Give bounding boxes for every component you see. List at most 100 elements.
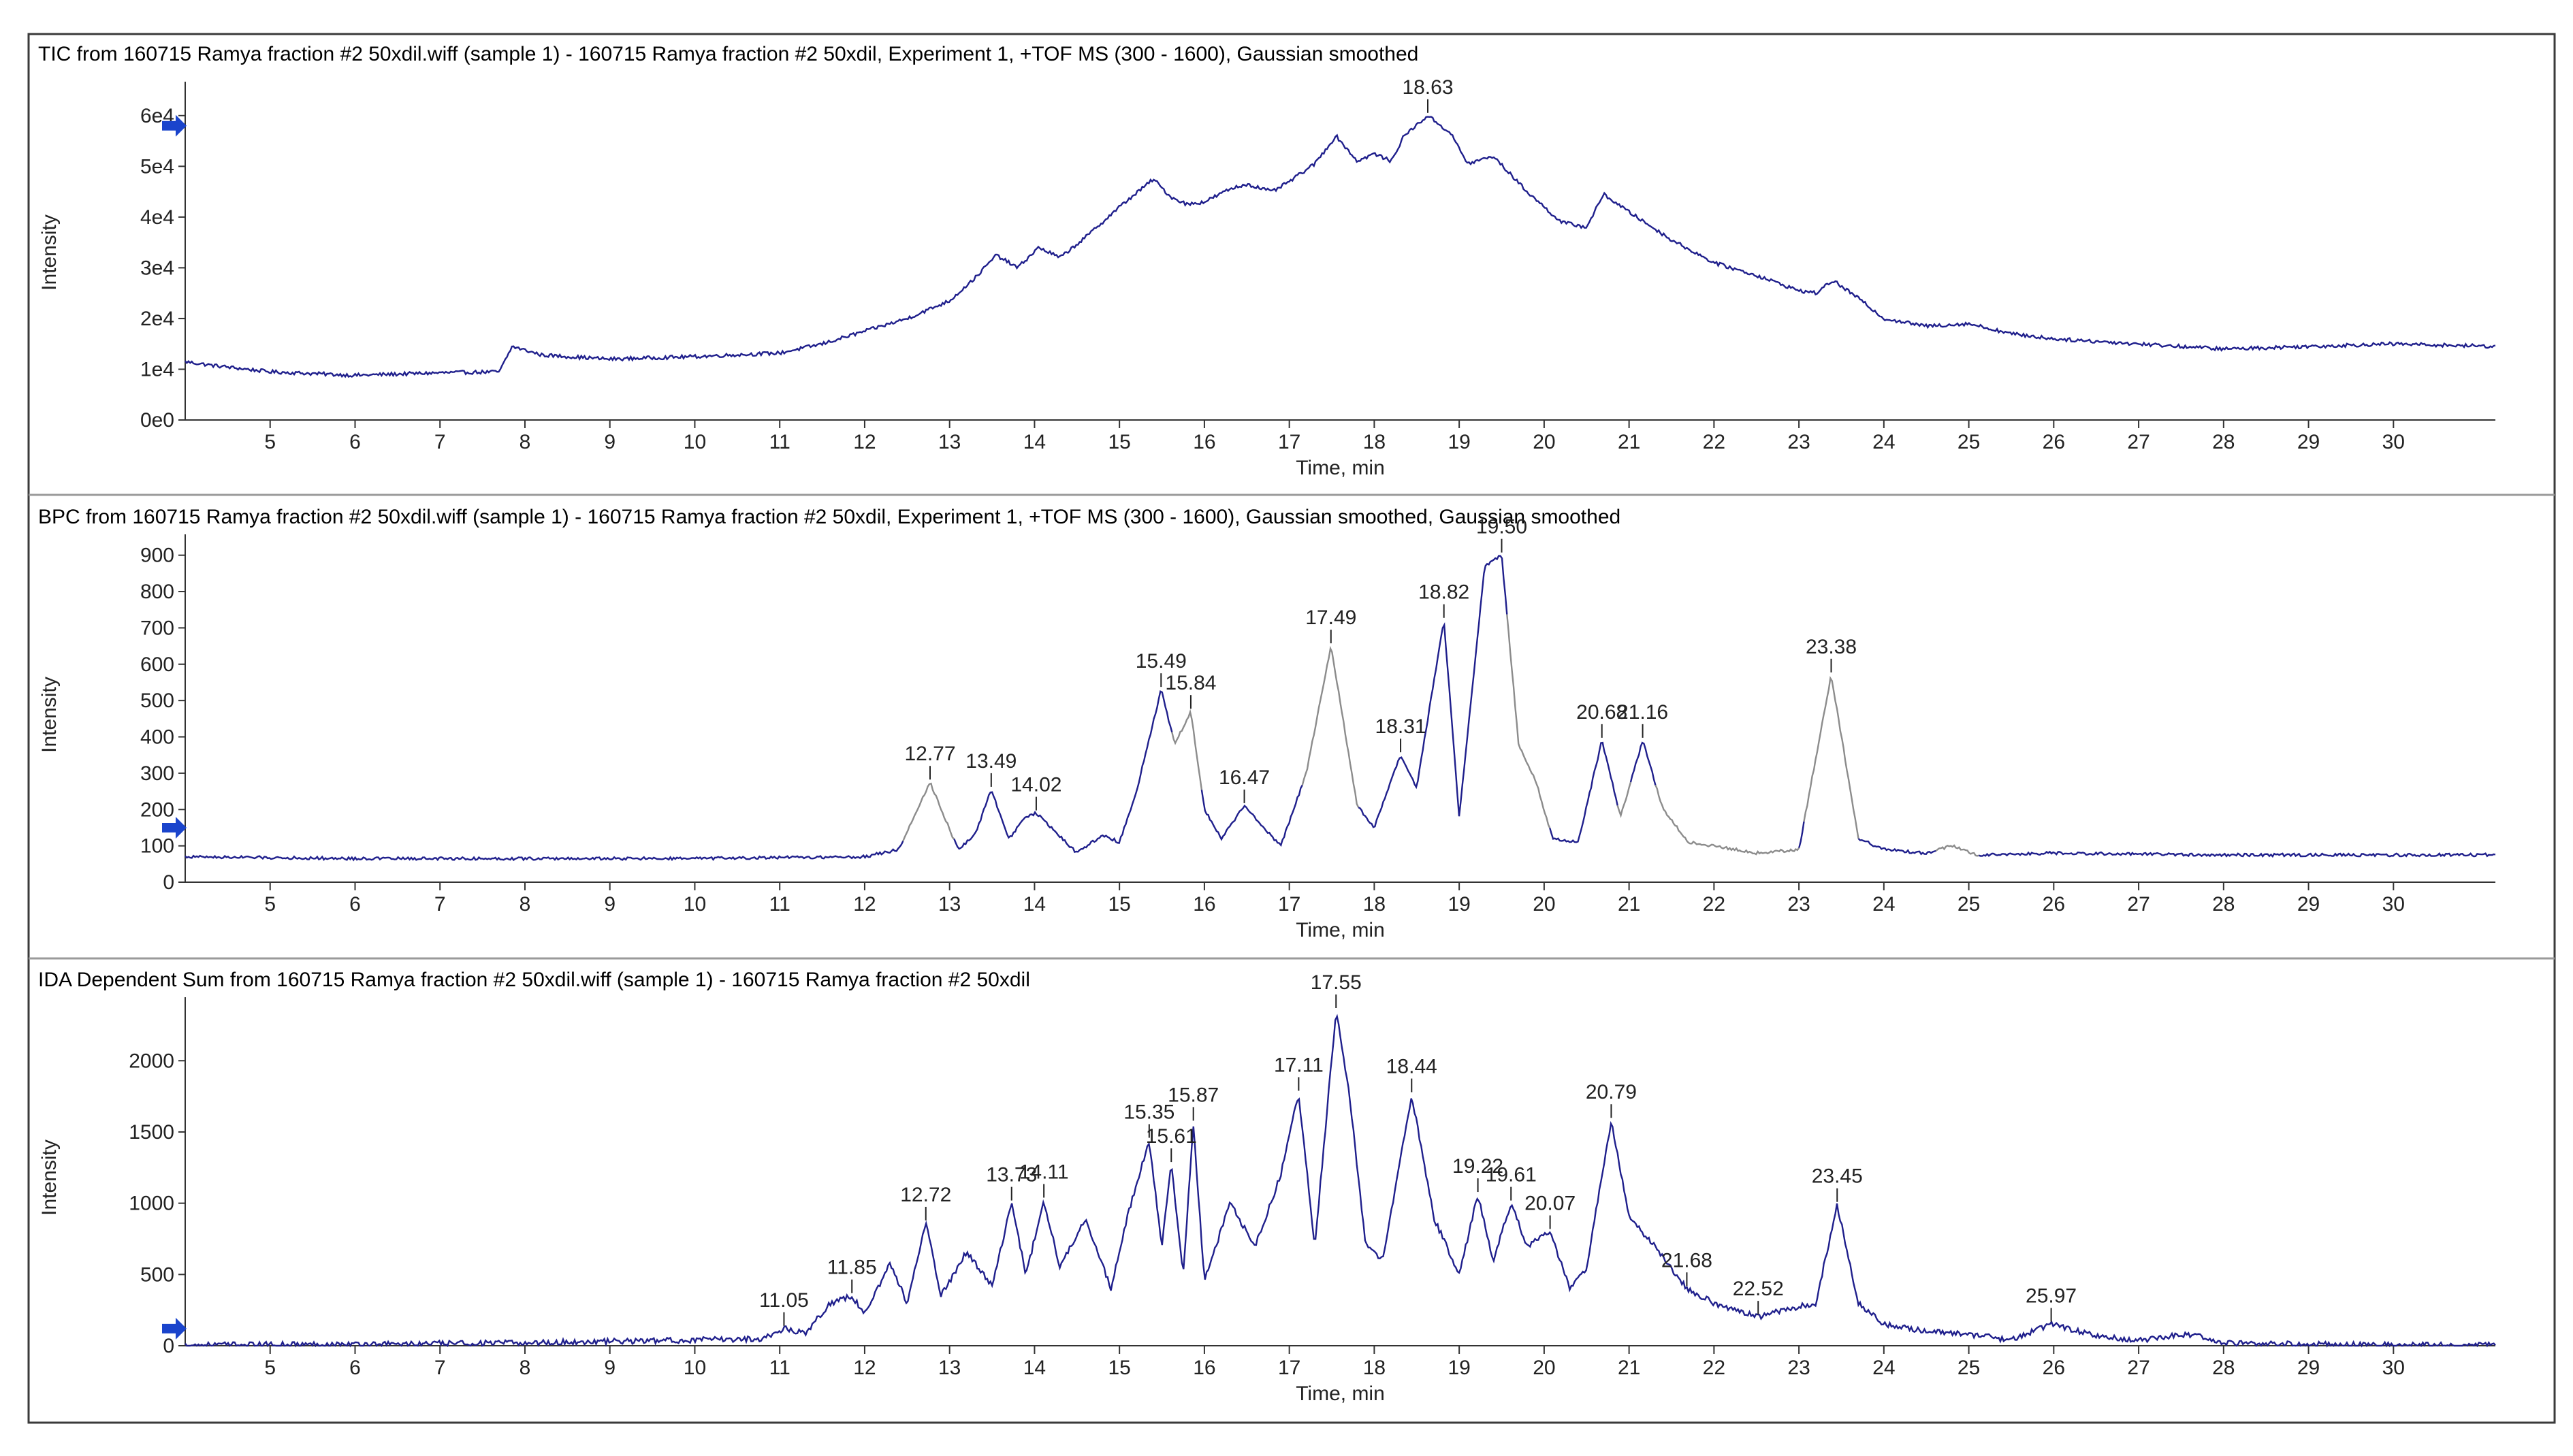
peak-label: 13.73 bbox=[986, 1164, 1037, 1186]
x-tick-label: 11 bbox=[769, 893, 790, 916]
x-tick-label: 17 bbox=[1278, 1357, 1300, 1379]
threshold-arrow-icon[interactable] bbox=[162, 114, 187, 137]
x-tick-label: 16 bbox=[1193, 893, 1215, 916]
x-tick-label: 30 bbox=[2382, 893, 2405, 916]
x-tick-label: 15 bbox=[1108, 431, 1130, 453]
peak-label: 15.35 bbox=[1123, 1101, 1174, 1124]
x-tick-label: 6 bbox=[349, 893, 361, 916]
x-tick-label: 9 bbox=[604, 431, 616, 453]
peak-label: 17.11 bbox=[1274, 1054, 1324, 1076]
peak-label: 15.61 bbox=[1146, 1125, 1197, 1148]
peak-label: 17.49 bbox=[1305, 606, 1356, 629]
x-tick-label: 8 bbox=[520, 1357, 531, 1379]
x-tick-label: 6 bbox=[349, 431, 361, 453]
x-tick-label: 7 bbox=[434, 431, 446, 453]
x-tick-label: 15 bbox=[1108, 1357, 1130, 1379]
x-tick-label: 25 bbox=[1957, 893, 1980, 916]
y-tick-label: 800 bbox=[140, 581, 174, 603]
peak-label: 19.61 bbox=[1486, 1164, 1537, 1186]
x-tick-label: 23 bbox=[1787, 1357, 1810, 1379]
trace-line bbox=[185, 841, 904, 862]
x-tick-label: 29 bbox=[2297, 431, 2320, 453]
threshold-arrow-icon[interactable] bbox=[162, 816, 187, 839]
peak-label: 25.97 bbox=[2026, 1285, 2077, 1308]
x-axis-label: Time, min bbox=[1296, 457, 1385, 479]
peak-label: 23.38 bbox=[1806, 636, 1857, 658]
y-tick-label: 900 bbox=[140, 545, 174, 567]
figure-border bbox=[27, 33, 2556, 1424]
x-tick-label: 28 bbox=[2212, 1357, 2235, 1379]
x-axis: 5 6 7 8 9 10 11 12 13 14 15 16 17 18 19 20 21 22 23 24 25 26 2… bbox=[264, 1346, 2405, 1379]
y-tick-label: 200 bbox=[140, 798, 174, 821]
y-tick-label: 1500 bbox=[129, 1121, 174, 1144]
x-tick-label: 25 bbox=[1957, 431, 1980, 453]
peak-label: 12.77 bbox=[904, 743, 955, 765]
bpc-panel: BPC from 160715 Ramya fraction #2 50xdil… bbox=[38, 506, 2496, 941]
x-tick-label: 24 bbox=[1872, 893, 1895, 916]
x-axis-label: Time, min bbox=[1296, 919, 1385, 941]
x-tick-label: 26 bbox=[2043, 431, 2065, 453]
ida-panel: IDA Dependent Sum from 160715 Ramya frac… bbox=[38, 969, 2496, 1405]
y-tick-label: 0 bbox=[163, 1335, 174, 1357]
x-tick-label: 12 bbox=[853, 431, 876, 453]
trace-line bbox=[1616, 781, 1632, 818]
x-tick-label: 13 bbox=[938, 431, 961, 453]
peak-label: 15.87 bbox=[1168, 1084, 1219, 1106]
trace-line bbox=[1629, 741, 1657, 786]
x-tick-label: 7 bbox=[434, 1357, 446, 1379]
x-tick-label: 27 bbox=[2127, 893, 2150, 916]
peak-label: 23.45 bbox=[1812, 1165, 1863, 1188]
tic-panel: TIC from 160715 Ramya fraction #2 50xdil… bbox=[38, 43, 2496, 479]
x-tick-label: 21 bbox=[1618, 431, 1640, 453]
y-tick-label: 0 bbox=[163, 871, 174, 894]
y-tick-label: 500 bbox=[140, 1263, 174, 1286]
x-tick-label: 26 bbox=[2043, 893, 2065, 916]
threshold-arrow-icon[interactable] bbox=[162, 1317, 187, 1340]
x-tick-label: 18 bbox=[1363, 1357, 1386, 1379]
x-tick-label: 21 bbox=[1618, 893, 1640, 916]
x-tick-label: 25 bbox=[1957, 1357, 1980, 1379]
x-tick-label: 21 bbox=[1618, 1357, 1640, 1379]
x-tick-label: 16 bbox=[1193, 1357, 1215, 1379]
x-tick-label: 20 bbox=[1533, 431, 1555, 453]
panel-title: TIC from 160715 Ramya fraction #2 50xdil… bbox=[38, 43, 1418, 65]
peak-label: 17.55 bbox=[1311, 971, 1362, 994]
x-tick-label: 12 bbox=[853, 893, 876, 916]
x-tick-label: 28 bbox=[2212, 431, 2235, 453]
y-axis: 0 500 1000 1500 2000 bbox=[129, 1050, 185, 1357]
x-tick-label: 19 bbox=[1448, 431, 1470, 453]
trace-line bbox=[1358, 555, 1508, 828]
peak-label: 21.68 bbox=[1661, 1249, 1712, 1272]
x-tick-label: 24 bbox=[1872, 431, 1895, 453]
x-tick-label: 15 bbox=[1108, 893, 1130, 916]
x-tick-label: 14 bbox=[1023, 893, 1046, 916]
peak-label: 19.50 bbox=[1476, 516, 1527, 538]
y-axis-label: Intensity bbox=[38, 677, 61, 753]
x-tick-label: 8 bbox=[520, 431, 531, 453]
x-tick-label: 9 bbox=[604, 1357, 616, 1379]
trace-line bbox=[1506, 614, 1551, 829]
y-tick-label: 3e4 bbox=[140, 257, 174, 279]
x-tick-label: 13 bbox=[938, 893, 961, 916]
y-tick-label: 1e4 bbox=[140, 358, 174, 381]
peak-label: 14.11 bbox=[1019, 1161, 1069, 1183]
trace-line bbox=[1857, 838, 1936, 856]
trace-line bbox=[185, 116, 2496, 378]
x-tick-label: 10 bbox=[684, 431, 706, 453]
x-tick-label: 29 bbox=[2297, 893, 2320, 916]
panel-title: IDA Dependent Sum from 160715 Ramya frac… bbox=[38, 969, 1030, 991]
x-tick-label: 14 bbox=[1023, 431, 1046, 453]
x-tick-label: 13 bbox=[938, 1357, 961, 1379]
trace-line bbox=[1935, 844, 1979, 857]
x-tick-label: 11 bbox=[769, 1357, 790, 1379]
peak-label: 18.44 bbox=[1386, 1056, 1437, 1078]
y-tick-label: 700 bbox=[140, 617, 174, 639]
x-tick-label: 14 bbox=[1023, 1357, 1046, 1379]
panel-title: BPC from 160715 Ramya fraction #2 50xdil… bbox=[38, 506, 1620, 528]
y-tick-label: 400 bbox=[140, 726, 174, 749]
bpc-trace bbox=[185, 555, 2496, 862]
trace-line bbox=[1798, 821, 1805, 848]
x-tick-label: 28 bbox=[2212, 893, 2235, 916]
